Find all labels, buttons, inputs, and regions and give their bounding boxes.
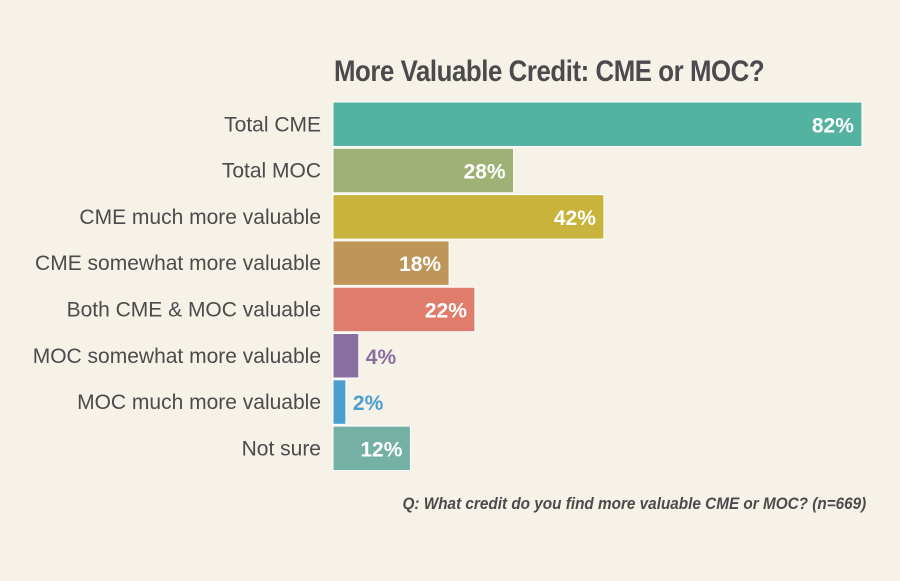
- chart-title: More Valuable Credit: CME or MOC?: [334, 55, 765, 88]
- bar: [332, 379, 347, 425]
- value-label: 4%: [366, 346, 397, 369]
- bar: [332, 101, 863, 147]
- value-label: 28%: [464, 161, 506, 184]
- bar: [332, 240, 450, 286]
- category-label: CME somewhat more valuable: [35, 252, 321, 275]
- bar: [332, 147, 515, 194]
- value-label: 22%: [425, 299, 467, 322]
- category-label: MOC much more valuable: [77, 391, 321, 414]
- bar: [332, 286, 476, 333]
- category-label: CME much more valuable: [79, 206, 321, 229]
- value-label: 18%: [399, 253, 441, 276]
- value-label: 12%: [360, 438, 402, 461]
- chart-footnote: Q: What credit do you find more valuable…: [402, 494, 866, 513]
- category-label: Not sure: [242, 437, 321, 460]
- value-label: 82%: [812, 114, 854, 137]
- bar: [332, 425, 411, 472]
- bar: [332, 194, 605, 240]
- value-label: 2%: [353, 392, 384, 415]
- category-label: Both CME & MOC valuable: [67, 298, 321, 321]
- bars-layer: Total CME 82% Total MOC 28% CME much more va…: [33, 101, 863, 472]
- value-label: 42%: [554, 207, 596, 230]
- category-label: Total CME: [224, 113, 321, 136]
- bar: [332, 333, 360, 379]
- category-label: Total MOC: [222, 160, 321, 183]
- category-label: MOC somewhat more valuable: [33, 345, 321, 368]
